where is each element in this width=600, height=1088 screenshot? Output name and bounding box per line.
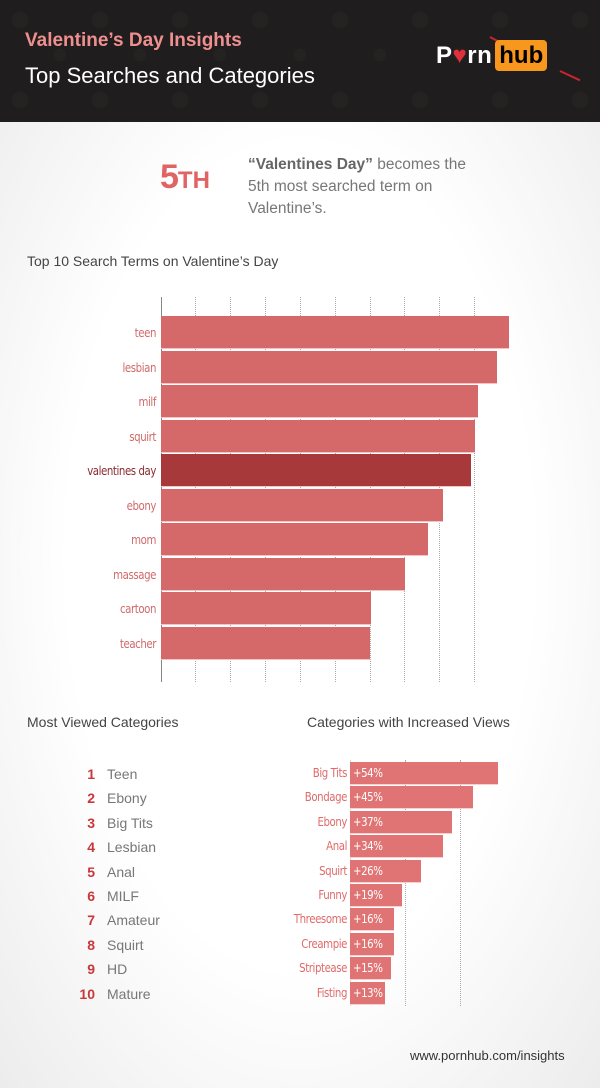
category-name: Amateur: [107, 912, 160, 929]
bar: [161, 523, 428, 556]
chart1-title: Top 10 Search Terms on Valentine’s Day: [27, 253, 279, 269]
bar: +16%: [350, 908, 394, 932]
bar-label: Creampie: [301, 936, 347, 951]
list-item: 7 Amateur: [70, 912, 160, 928]
bar: +19%: [350, 884, 402, 907]
bar: [161, 385, 478, 418]
rank-number: 4: [87, 839, 95, 856]
gridline: [474, 297, 475, 682]
category-name: Anal: [107, 863, 136, 880]
bar-label: Fisting: [316, 985, 348, 1000]
bar: [161, 557, 405, 591]
percent-label: +54%: [353, 766, 383, 780]
bar-label: teacher: [119, 636, 157, 651]
list-item: 10 Mature: [70, 985, 151, 1002]
percent-label: +37%: [353, 814, 383, 829]
list-item: 2 Ebony: [70, 790, 147, 806]
bar-label: milf: [138, 395, 156, 409]
percent-label: +16%: [353, 936, 383, 951]
bar: [161, 592, 371, 625]
stat-callout: 5TH “Valentines Day” becomes the 5th mos…: [160, 152, 480, 232]
rank-number: 2: [87, 790, 95, 807]
bar: [161, 454, 471, 487]
rank-number: 6: [87, 888, 95, 904]
list-item: 3 Big Tits: [70, 815, 153, 831]
gridline: [460, 760, 461, 1006]
percent-label: +16%: [353, 912, 383, 927]
bar-label: Bondage: [304, 790, 348, 805]
category-name: Teen: [107, 766, 138, 782]
category-name: Squirt: [107, 936, 144, 953]
bar-label: Squirt: [319, 863, 347, 878]
bar: [161, 419, 475, 453]
percent-label: +45%: [353, 790, 383, 805]
bar: [161, 316, 509, 349]
stat-text: “Valentines Day” becomes the 5th most se…: [248, 156, 466, 217]
bar-label: Ebony: [317, 814, 347, 829]
bar-label: Big Tits: [312, 766, 348, 780]
list-item: 8 Squirt: [70, 936, 144, 953]
header-title: Top Searches and Categories: [25, 63, 315, 88]
most-viewed-title: Most Viewed Categories: [27, 714, 179, 730]
bar-label: ebony: [126, 498, 157, 513]
bar-label: Threesome: [293, 912, 348, 927]
percent-label: +26%: [353, 863, 383, 878]
category-name: HD: [107, 961, 128, 978]
list-item: 4 Lesbian: [70, 839, 156, 855]
rank-number: 1: [87, 766, 95, 782]
bar-label: Anal: [326, 839, 347, 854]
heart-icon: ♥: [452, 41, 468, 69]
bar: +37%: [350, 810, 452, 834]
list-item: 9 HD: [70, 961, 127, 977]
bar: +45%: [350, 786, 473, 810]
category-name: MILF: [107, 888, 139, 904]
bar-label: massage: [113, 567, 156, 582]
header-banner: Valentine’s Day Insights Top Searches an…: [0, 0, 600, 122]
bar: [161, 488, 443, 522]
gridline: [405, 760, 406, 1006]
rank-number: 5TH: [160, 158, 210, 196]
category-name: Big Tits: [107, 814, 153, 831]
bar: +16%: [350, 932, 394, 956]
percent-label: +34%: [353, 839, 383, 854]
percent-label: +13%: [353, 985, 383, 1000]
list-item: 1 Teen: [70, 766, 137, 782]
bar: +34%: [350, 835, 443, 859]
bar-label: cartoon: [119, 602, 156, 616]
bar: +15%: [350, 957, 391, 981]
bar: [161, 626, 370, 660]
bar-label: lesbian: [122, 360, 157, 375]
bar-label: mom: [131, 533, 156, 547]
rank-number: 9: [87, 961, 95, 978]
category-name: Mature: [107, 985, 151, 1002]
logo-badge: hub: [495, 40, 548, 71]
chart2-axis: [350, 760, 351, 1006]
rank-number: 10: [79, 985, 95, 1002]
bar: +13%: [350, 981, 385, 1005]
rank-number: 7: [87, 912, 95, 929]
bar-label: valentines day: [87, 464, 156, 478]
list-item: 6 MILF: [70, 888, 139, 904]
bar-label: Striptease: [299, 961, 347, 976]
bar: +26%: [350, 859, 421, 883]
rank-number: 5: [87, 863, 95, 880]
category-name: Lesbian: [107, 839, 157, 856]
bar-label: teen: [134, 326, 157, 340]
bar-label: Funny: [318, 888, 347, 902]
percent-label: +15%: [353, 961, 383, 976]
list-item: 5 Anal: [70, 864, 135, 880]
bar: [161, 350, 497, 384]
bar-label: squirt: [129, 429, 156, 444]
bar: +54%: [350, 762, 498, 785]
footer-url: www.pornhub.com/insights: [410, 1048, 565, 1063]
brand-logo: P♥rn hub: [436, 40, 548, 71]
category-name: Ebony: [107, 790, 147, 807]
rank-number: 3: [87, 814, 95, 831]
percent-label: +19%: [353, 888, 383, 902]
header-subtitle: Valentine’s Day Insights: [25, 30, 242, 51]
rank-number: 8: [87, 936, 95, 953]
increased-views-title: Categories with Increased Views: [307, 714, 510, 730]
